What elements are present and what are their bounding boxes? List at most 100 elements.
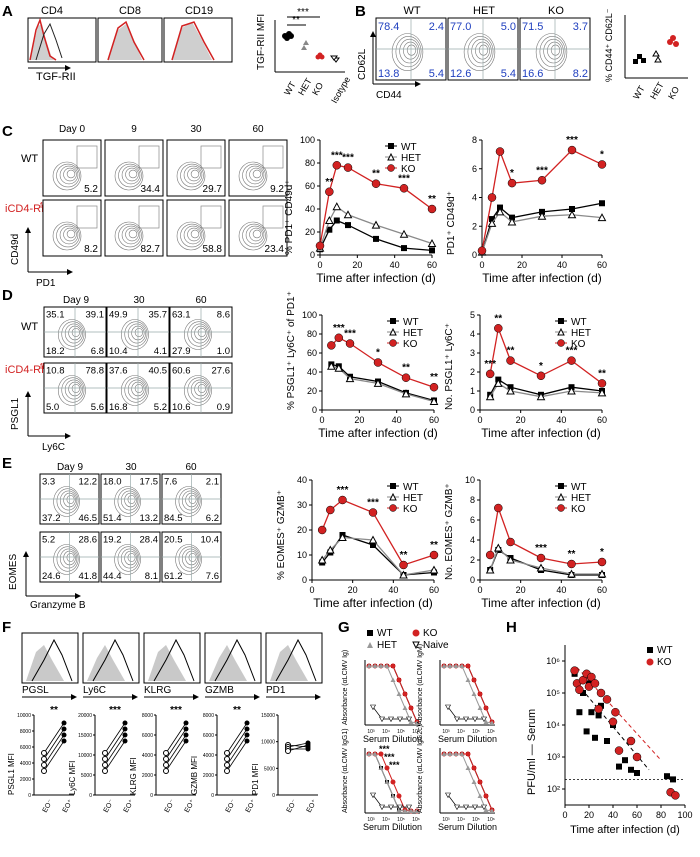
h-ylabel: PFU/ml — Serum: [526, 709, 538, 795]
data-point-het: [597, 213, 607, 222]
point-eo-pos: [183, 738, 189, 744]
g-point-ko: [378, 751, 384, 757]
x-axis-label: Time after infection (d): [482, 271, 602, 285]
contour-line: [127, 494, 136, 504]
contour-line: [114, 161, 144, 191]
contour-line: [395, 36, 422, 68]
h-point-ko: [587, 672, 596, 682]
point-eo-pos: [183, 720, 189, 726]
mfi-tick-label: 10000: [17, 713, 31, 719]
y-tick-label: 0: [302, 575, 307, 585]
gate-value: 29.7: [203, 184, 223, 195]
data-point-het: [427, 238, 437, 247]
quadrant-lr: 8.2: [573, 68, 588, 80]
g-point-naive: [396, 716, 404, 723]
point-eo-neg: [102, 762, 108, 768]
contour-line: [190, 169, 200, 179]
g-point-ko: [402, 691, 408, 697]
g-xtick: 10⁶: [412, 729, 420, 735]
histogram-fill: [87, 645, 125, 681]
significance-stars: ***: [170, 705, 182, 716]
panel-label-d: D: [2, 287, 13, 304]
contour-line: [128, 229, 138, 239]
data-point-wt: [326, 226, 333, 233]
quadrant-ul: 77.0: [450, 21, 471, 33]
h-x-tick-label: 20: [584, 810, 594, 820]
h-point-wt: [628, 766, 634, 773]
contour-line: [183, 375, 212, 406]
y-tick-label: 30: [297, 500, 307, 510]
paired-line: [43, 734, 65, 766]
data-point-ko: [506, 537, 515, 547]
g-point-naive: [405, 804, 413, 811]
x-tick-label: 40: [557, 260, 567, 270]
data-point-ko: [332, 161, 342, 170]
group-label: EO⁺: [306, 798, 319, 814]
g-point-ko: [471, 765, 477, 771]
contour-line: [180, 163, 204, 188]
quadrant-ur: 8.6: [217, 310, 230, 321]
contour-line: [114, 486, 141, 517]
data-point-het: [506, 386, 515, 395]
quadrant-ll: 16.8: [109, 402, 128, 413]
quadrant-ur: 12.2: [79, 477, 98, 488]
y-tick-label: 0: [470, 575, 475, 585]
contour-line: [59, 165, 79, 185]
g-point-naive: [405, 716, 413, 723]
panel-f: F PGSL Ly6C KLRG GZMB PD1 0 2000 4000 6000 8000 1…: [2, 619, 323, 814]
data-point-ko: [597, 160, 607, 169]
g-point-het: [477, 705, 483, 710]
data-point-wt: [370, 542, 376, 548]
data-point-ko: [343, 163, 353, 172]
significance-stars: ***: [484, 359, 496, 370]
g-point-ko: [477, 779, 483, 785]
significance-stars: **: [568, 549, 576, 560]
significance-stars: *: [510, 168, 514, 179]
data-point-wt: [429, 247, 435, 254]
g-legend-naive: Naive: [423, 640, 449, 651]
g-xtick: 10⁵: [472, 729, 480, 735]
significance-stars: ***: [389, 760, 400, 770]
significance-stars: **: [233, 705, 241, 716]
hist-title-cd8: CD8: [119, 5, 141, 17]
c-row-wt: WT: [21, 153, 38, 165]
stars-a-2: **: [292, 15, 300, 26]
g-xtick: 10³: [442, 817, 450, 823]
contour-line: [181, 548, 200, 569]
quadrant-ur: 27.6: [212, 366, 231, 377]
paired-line: [104, 734, 126, 766]
significance-stars: ***: [333, 323, 345, 334]
g-point-naive: [462, 716, 470, 723]
y-tick-label: 40: [297, 475, 307, 485]
g-point-het: [483, 719, 489, 724]
g-curve: [444, 665, 493, 723]
quadrant-ul: 35.1: [46, 310, 65, 321]
y-tick-label: 80: [307, 329, 317, 339]
h-y-tick-label: 10³: [547, 752, 560, 762]
data-point-het: [399, 229, 409, 238]
f-mfi-plots: 0 2000 4000 6000 8000 10000 PSGL1 MFI ** EO⁻ EO⁺ 0…: [7, 705, 319, 814]
panel-a: A CD4 CD8 CD19 TGF-RII TGF-RII MFI: [2, 3, 352, 105]
significance-stars: ***: [367, 498, 379, 509]
contour-line: [183, 165, 203, 185]
mfi-tick-label: 4000: [142, 753, 153, 759]
legend-marker-ko: [387, 164, 395, 172]
panel-b: B WT HET KO 78.4 2.4 13.8 5.4 77.0 5.0 12.6 5.4…: [355, 3, 688, 101]
g-point-naive: [444, 704, 452, 711]
paired-line: [43, 728, 65, 760]
series-line-het: [489, 546, 602, 575]
data-point-het: [334, 363, 344, 372]
quadrant-ur: 10.4: [201, 535, 220, 546]
panel-label-g: G: [338, 619, 350, 636]
quadrant-ul: 10.8: [46, 366, 65, 377]
quadrant-ll: 12.6: [450, 68, 471, 80]
legend-marker-ko: [389, 504, 397, 512]
y-tick-label: 8: [470, 495, 475, 505]
g-point-het: [471, 779, 477, 784]
h-xlabel: Time after infection (d): [570, 824, 680, 836]
significance-stars: ***: [379, 744, 390, 754]
d-day-30: 30: [133, 295, 145, 306]
data-point-ko: [427, 204, 437, 214]
h-x-tick-label: 40: [608, 810, 618, 820]
